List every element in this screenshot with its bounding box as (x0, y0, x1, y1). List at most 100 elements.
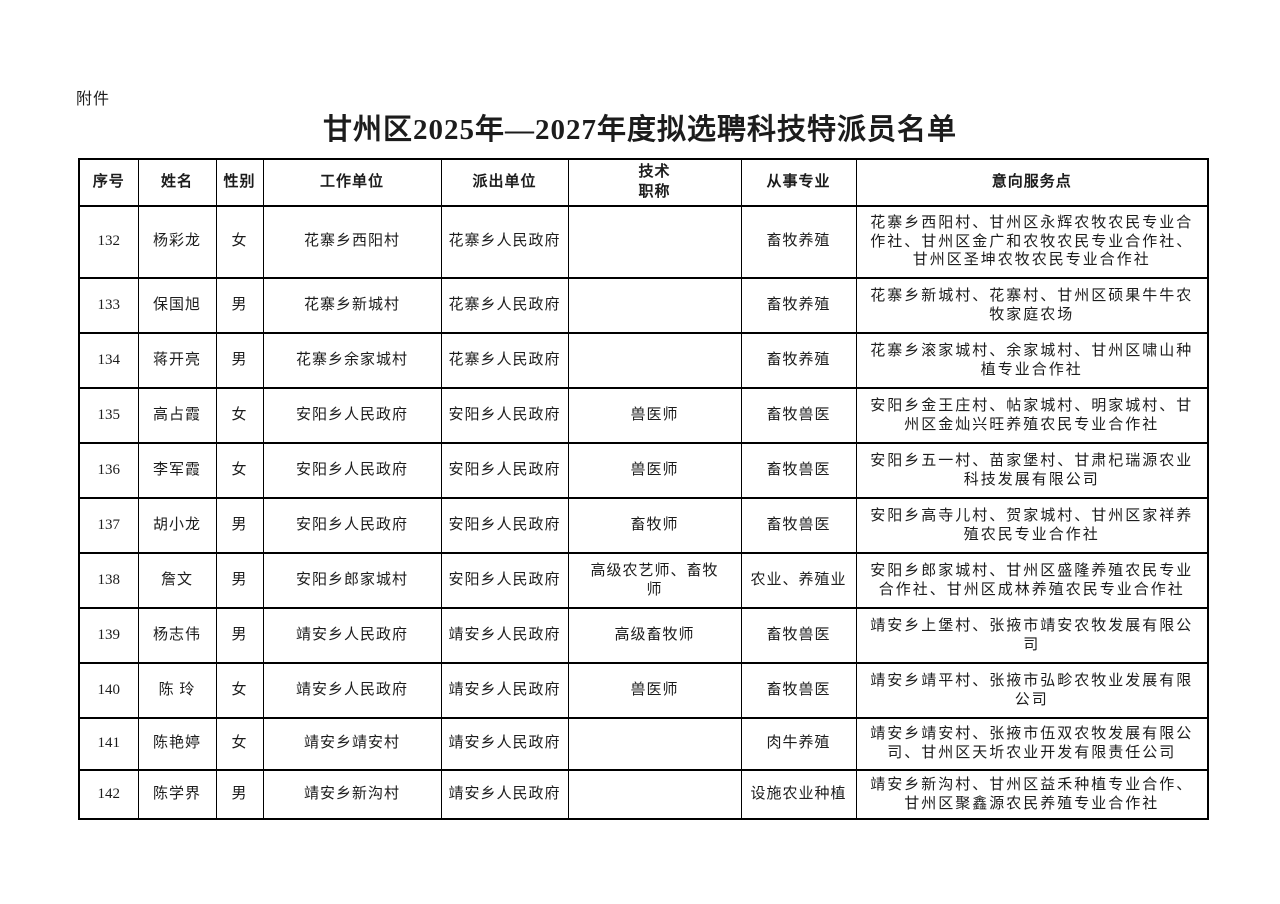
roster-table: 序号 姓名 性别 工作单位 派出单位 技术职称 从事专业 意向服务点 132 杨彩龙女花寨乡西阳… (78, 158, 1209, 820)
cell-work-unit: 花寨乡新城村 (262, 277, 442, 334)
cell-serial-number: 134 (78, 332, 139, 389)
cell-name: 胡小龙 (137, 497, 217, 554)
table-row: 133 保国旭男花寨乡新城村 花寨乡人民政府 畜牧养殖 花寨乡新城村、花寨村、甘州区硕果… (78, 277, 1209, 334)
cell-work-unit: 安阳乡郎家城村 (262, 552, 442, 609)
cell-profession: 畜牧养殖 (740, 205, 857, 279)
table-row: 140 陈 玲女靖安乡人民政府 靖安乡人民政府 兽医师 畜牧兽医 靖安乡靖平村、张掖市弘畛… (78, 662, 1209, 719)
cell-work-unit: 靖安乡人民政府 (262, 662, 442, 719)
column-header-dispatch-unit: 派出单位 (440, 158, 569, 207)
cell-serial-number: 140 (78, 662, 139, 719)
cell-work-unit: 安阳乡人民政府 (262, 387, 442, 444)
cell-service-points: 靖安乡上堡村、张掖市靖安农牧发展有限公司 (855, 607, 1209, 664)
cell-serial-number: 133 (78, 277, 139, 334)
column-header-label: 从事专业 (766, 173, 831, 190)
cell-dispatch-unit: 安阳乡人民政府 (440, 497, 569, 554)
column-header-service-points: 意向服务点 (855, 158, 1209, 207)
cell-service-points: 靖安乡靖平村、张掖市弘畛农牧业发展有限公司 (855, 662, 1209, 719)
cell-dispatch-unit: 靖安乡人民政府 (440, 607, 569, 664)
cell-serial-number: 142 (78, 769, 139, 820)
cell-technical-title (567, 332, 742, 389)
cell-name: 杨彩龙 (137, 205, 217, 279)
table-row: 138 詹文男安阳乡郎家城村 安阳乡人民政府 高级农艺师、畜牧师 农业、养殖业 安阳乡郎家… (78, 552, 1209, 609)
cell-technical-title: 畜牧师 (567, 497, 742, 554)
column-header-name: 姓名 (137, 158, 217, 207)
cell-serial-number: 135 (78, 387, 139, 444)
cell-serial-number: 137 (78, 497, 139, 554)
cell-gender: 女 (215, 442, 264, 499)
cell-name: 詹文 (137, 552, 217, 609)
cell-dispatch-unit: 靖安乡人民政府 (440, 717, 569, 771)
column-header-label: 序号 (92, 173, 125, 190)
table-row: 135 高占霞女安阳乡人民政府 安阳乡人民政府 兽医师 畜牧兽医 安阳乡金王庄村、帖家城村… (78, 387, 1209, 444)
cell-profession: 畜牧兽医 (740, 607, 857, 664)
cell-name: 杨志伟 (137, 607, 217, 664)
table-row: 137 胡小龙男安阳乡人民政府 安阳乡人民政府 畜牧师 畜牧兽医 安阳乡高寺儿村、贺家城村… (78, 497, 1209, 554)
cell-profession: 畜牧养殖 (740, 332, 857, 389)
cell-dispatch-unit: 花寨乡人民政府 (440, 277, 569, 334)
cell-technical-title (567, 717, 742, 771)
table-row: 139 杨志伟男靖安乡人民政府 靖安乡人民政府 高级畜牧师 畜牧兽医 靖安乡上堡村、张掖市… (78, 607, 1209, 664)
cell-profession: 畜牧兽医 (740, 497, 857, 554)
cell-serial-number: 139 (78, 607, 139, 664)
cell-serial-number: 132 (78, 205, 139, 279)
cell-technical-title: 兽医师 (567, 662, 742, 719)
column-header-serial-number: 序号 (78, 158, 139, 207)
column-header-label: 派出单位 (472, 173, 537, 190)
table-row: 142 陈学界男靖安乡新沟村 靖安乡人民政府 设施农业种植 靖安乡新沟村、甘州区益禾种植… (78, 769, 1209, 820)
cell-work-unit: 靖安乡人民政府 (262, 607, 442, 664)
cell-service-points: 安阳乡五一村、苗家堡村、甘肃杞瑞源农业科技发展有限公司 (855, 442, 1209, 499)
cell-profession: 畜牧兽医 (740, 442, 857, 499)
column-header-profession: 从事专业 (740, 158, 857, 207)
cell-dispatch-unit: 安阳乡人民政府 (440, 387, 569, 444)
cell-work-unit: 安阳乡人民政府 (262, 497, 442, 554)
table-row: 136 李军霞女安阳乡人民政府 安阳乡人民政府 兽医师 畜牧兽医 安阳乡五一村、苗家堡村、… (78, 442, 1209, 499)
cell-service-points: 安阳乡郎家城村、甘州区盛隆养殖农民专业合作社、甘州区成林养殖农民专业合作社 (855, 552, 1209, 609)
column-header-technical-title: 技术职称 (567, 158, 742, 207)
cell-work-unit: 安阳乡人民政府 (262, 442, 442, 499)
attachment-label: 附件 (76, 91, 111, 108)
cell-name: 陈艳婷 (137, 717, 217, 771)
column-header-work-unit: 工作单位 (262, 158, 442, 207)
cell-gender: 男 (215, 607, 264, 664)
cell-dispatch-unit: 安阳乡人民政府 (440, 552, 569, 609)
cell-profession: 设施农业种植 (740, 769, 857, 820)
cell-name: 陈 玲 (137, 662, 217, 719)
cell-profession: 畜牧养殖 (740, 277, 857, 334)
cell-dispatch-unit: 花寨乡人民政府 (440, 205, 569, 279)
column-header-gender: 性别 (215, 158, 264, 207)
cell-service-points: 花寨乡西阳村、甘州区永辉农牧农民专业合作社、甘州区金广和农牧农民专业合作社、甘州… (855, 205, 1209, 279)
cell-work-unit: 靖安乡靖安村 (262, 717, 442, 771)
cell-profession: 畜牧兽医 (740, 662, 857, 719)
column-header-label: 意向服务点 (991, 173, 1072, 190)
page-title: 甘州区2025年—2027年度拟选聘科技特派员名单 (322, 114, 957, 146)
cell-gender: 女 (215, 662, 264, 719)
cell-work-unit: 花寨乡西阳村 (262, 205, 442, 279)
cell-dispatch-unit: 安阳乡人民政府 (440, 442, 569, 499)
cell-technical-title (567, 769, 742, 820)
cell-gender: 男 (215, 552, 264, 609)
column-header-label: 性别 (223, 173, 256, 190)
table-body: 132 杨彩龙女花寨乡西阳村 花寨乡人民政府 畜牧养殖 花寨乡西阳村、甘州区永辉农牧农民… (78, 205, 1209, 820)
cell-service-points: 花寨乡滚家城村、余家城村、甘州区啸山种植专业合作社 (855, 332, 1209, 389)
table-row: 134 蒋开亮男花寨乡余家城村 花寨乡人民政府 畜牧养殖 花寨乡滚家城村、余家城村、甘州… (78, 332, 1209, 389)
cell-gender: 女 (215, 387, 264, 444)
cell-serial-number: 136 (78, 442, 139, 499)
cell-technical-title (567, 205, 742, 279)
cell-gender: 男 (215, 332, 264, 389)
cell-gender: 女 (215, 205, 264, 279)
cell-name: 陈学界 (137, 769, 217, 820)
cell-work-unit: 花寨乡余家城村 (262, 332, 442, 389)
cell-technical-title: 兽医师 (567, 442, 742, 499)
table-row: 132 杨彩龙女花寨乡西阳村 花寨乡人民政府 畜牧养殖 花寨乡西阳村、甘州区永辉农牧农民… (78, 205, 1209, 279)
table-header: 序号 姓名 性别 工作单位 派出单位 技术职称 从事专业 意向服务点 (78, 158, 1209, 207)
cell-gender: 女 (215, 717, 264, 771)
cell-dispatch-unit: 靖安乡人民政府 (440, 662, 569, 719)
cell-service-points: 花寨乡新城村、花寨村、甘州区硕果牛牛农牧家庭农场 (855, 277, 1209, 334)
cell-service-points: 靖安乡靖安村、张掖市伍双农牧发展有限公司、甘州区天圻农业开发有限责任公司 (855, 717, 1209, 771)
cell-service-points: 安阳乡金王庄村、帖家城村、明家城村、甘州区金灿兴旺养殖农民专业合作社 (855, 387, 1209, 444)
cell-name: 保国旭 (137, 277, 217, 334)
cell-technical-title: 兽医师 (567, 387, 742, 444)
column-header-label: 技术职称 (638, 164, 671, 200)
cell-profession: 肉牛养殖 (740, 717, 857, 771)
